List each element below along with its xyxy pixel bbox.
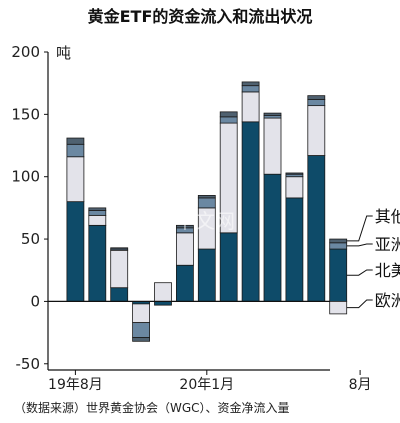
y-tick-label: 200 <box>11 43 40 61</box>
legend-label: 欧洲 <box>375 291 400 310</box>
legend-leader-line <box>346 215 373 242</box>
chart-title: 黄金ETF的资金流入和流出状况 <box>88 7 313 26</box>
x-axis-labels: 19年8月 20年1月 8月 <box>48 370 372 393</box>
bar-segment <box>219 111 238 118</box>
bar-segment <box>241 121 260 302</box>
bar-segment <box>110 287 129 302</box>
bar-segment <box>285 197 304 302</box>
bar-segment <box>66 201 85 302</box>
bar-segment <box>88 207 107 211</box>
bar-segment <box>132 303 151 324</box>
legend-leader-line <box>346 243 373 247</box>
bar-segment <box>132 322 151 338</box>
bar-segment <box>110 249 129 289</box>
bar-segment <box>66 137 85 145</box>
y-tick-label: 0 <box>30 292 40 310</box>
bar-segment <box>263 117 282 175</box>
bar-segment <box>329 248 348 302</box>
legend-label: 北美 <box>375 261 400 280</box>
legend-label: 其他 <box>375 207 400 226</box>
bar-segment <box>307 105 326 156</box>
unit-label: 吨 <box>56 44 71 62</box>
watermark: 日经中文网 <box>135 209 235 233</box>
bar-segment <box>88 214 107 226</box>
bar-segment <box>197 195 216 199</box>
bar-segment <box>241 81 260 87</box>
bars <box>66 81 348 342</box>
bar-segment <box>154 282 172 302</box>
legend-leader-line <box>346 299 373 309</box>
x-tick-label: 20年1月 <box>179 377 234 393</box>
bar-segment <box>197 248 216 302</box>
bar-segment <box>285 172 304 175</box>
bar-segment <box>110 247 129 250</box>
bar-segment <box>197 197 216 209</box>
bar-segment <box>88 224 107 302</box>
bar-segment <box>66 156 85 203</box>
bar-segment <box>307 155 326 302</box>
bar-segment <box>329 301 348 315</box>
x-tick-label: 19年8月 <box>48 377 103 393</box>
y-axis: -50 0 50 100 150 200 <box>11 43 49 373</box>
bar-segment <box>241 91 260 123</box>
bar-segment <box>219 232 238 302</box>
bar-segment <box>241 85 260 93</box>
bar-segment <box>307 98 326 107</box>
bar-segment <box>329 242 348 250</box>
legend-label: 亚洲 <box>375 235 400 254</box>
source-note: （数据来源）世界黄金协会（WGC）、资金净流入量 <box>14 400 290 415</box>
bar-segment <box>175 264 194 302</box>
y-tick-label: 150 <box>11 105 40 123</box>
bar-segment <box>329 238 348 244</box>
bar-segment <box>175 224 194 229</box>
bar-segment <box>175 232 194 266</box>
bar-segment <box>219 116 238 124</box>
bar-segment <box>263 112 282 116</box>
y-tick-label: -50 <box>16 355 41 373</box>
legend-leader-line <box>346 269 373 276</box>
x-tick-label: 8月 <box>349 377 372 393</box>
bar-segment <box>88 209 107 216</box>
y-tick-label: 100 <box>11 168 40 186</box>
bar-segment <box>66 143 85 158</box>
bar-segment <box>307 95 326 100</box>
y-tick-label: 50 <box>21 230 40 248</box>
bar-segment <box>132 337 151 342</box>
bar-segment <box>285 176 304 199</box>
bar-segment <box>263 173 282 302</box>
